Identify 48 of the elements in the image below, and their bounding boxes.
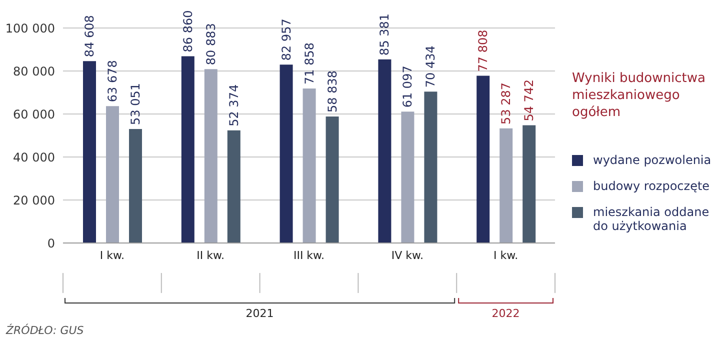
bar	[302, 88, 316, 243]
bar	[522, 125, 536, 243]
legend-label: mieszkania oddane do użytkowania	[593, 205, 710, 233]
bar	[424, 92, 438, 243]
bar	[129, 128, 142, 243]
data-label: 80 883	[204, 23, 218, 66]
data-label: 53 051	[128, 82, 142, 125]
legend-title: Wyniki budownictwa mieszkaniowego ogółem	[572, 70, 706, 121]
data-label: 77 808	[476, 30, 490, 72]
x-tick-label: I kw.	[100, 248, 125, 262]
bar	[280, 64, 293, 243]
data-label: 86 860	[180, 10, 195, 52]
x-tick-label: II kw.	[196, 248, 225, 262]
data-label: 82 957	[279, 18, 294, 61]
data-label: 58 838	[325, 70, 340, 112]
bar	[181, 56, 194, 243]
data-label: 71 858	[302, 42, 316, 85]
bar	[83, 61, 96, 243]
y-tick-label: 20 000	[13, 193, 55, 208]
y-tick-label: 100 000	[5, 21, 55, 36]
bar	[500, 128, 513, 243]
y-tick-label: 0	[47, 236, 55, 250]
bar	[227, 130, 240, 243]
legend-label: wydane pozwolenia	[593, 153, 712, 167]
data-label: 53 287	[499, 82, 514, 124]
data-label: 52 374	[226, 84, 241, 126]
data-label: 70 434	[424, 46, 438, 88]
text: 2021	[246, 307, 274, 320]
y-tick-label: 60 000	[13, 107, 55, 122]
x-tick-label: III kw.	[293, 248, 325, 262]
y-tick-label: 80 000	[13, 64, 55, 78]
bar	[204, 69, 218, 243]
bar	[401, 112, 414, 243]
y-tick-label: 40 000	[13, 150, 55, 164]
data-label: 84 608	[82, 15, 96, 58]
bar	[378, 59, 392, 243]
data-label: 85 381	[378, 13, 392, 56]
x-tick-label: I kw.	[493, 248, 518, 262]
text: ŹRÓDŁO: GUS	[5, 323, 84, 337]
x-tick-label: IV kw.	[391, 248, 424, 262]
data-label: 63 678	[106, 60, 120, 102]
bar	[476, 76, 490, 243]
bar	[326, 116, 339, 243]
legend-label: budowy rozpoczęte	[593, 179, 711, 193]
data-label: 61 097	[400, 66, 415, 108]
bar	[106, 106, 119, 243]
data-label: 54 742	[522, 79, 536, 122]
text: 2022	[492, 307, 520, 320]
